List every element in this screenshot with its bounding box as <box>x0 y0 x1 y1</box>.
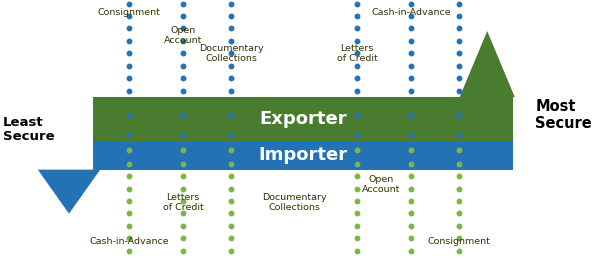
Text: Open
Account: Open Account <box>164 26 202 45</box>
Text: Consignment: Consignment <box>98 8 160 17</box>
Text: Exporter: Exporter <box>259 110 347 128</box>
Text: Least
Secure: Least Secure <box>3 116 55 143</box>
Text: Open
Account: Open Account <box>362 175 400 194</box>
Text: Letters
of Credit: Letters of Credit <box>163 193 203 212</box>
Bar <box>93 141 513 170</box>
Text: Consignment: Consignment <box>428 237 490 246</box>
Text: Most
Secure: Most Secure <box>535 99 592 132</box>
Polygon shape <box>460 31 515 97</box>
Text: Cash-in-Advance: Cash-in-Advance <box>371 8 451 17</box>
Text: Letters
of Credit: Letters of Credit <box>337 44 377 63</box>
Text: Cash-in-Advance: Cash-in-Advance <box>89 237 169 246</box>
Bar <box>93 97 513 141</box>
Text: Documentary
Collections: Documentary Collections <box>199 44 263 63</box>
Text: Documentary
Collections: Documentary Collections <box>262 193 326 212</box>
Polygon shape <box>38 170 100 214</box>
Text: Importer: Importer <box>259 146 347 164</box>
